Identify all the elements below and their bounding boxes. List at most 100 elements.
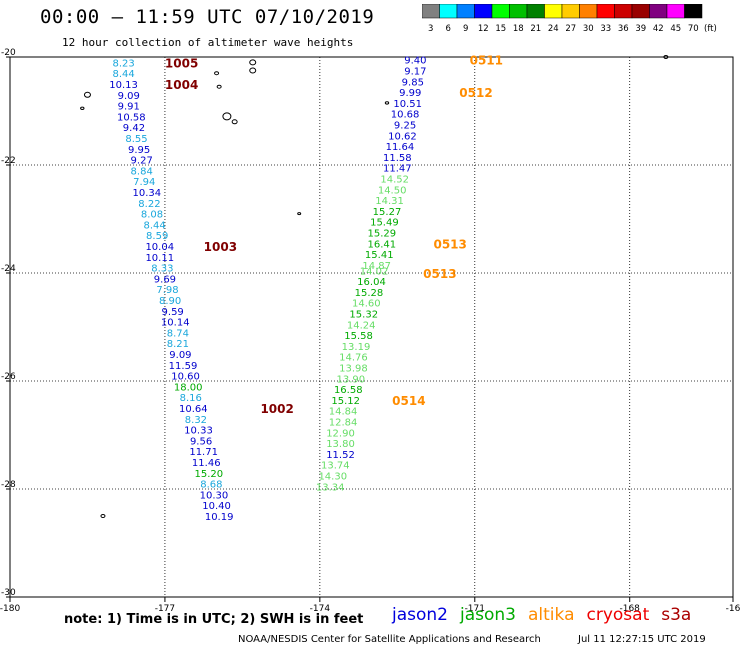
lon-tick-label: -16 — [726, 604, 740, 614]
west-track-wave-height: 8.22 — [138, 199, 160, 210]
wave-height-color-scale: 3 6 9 12 15 18 21 24 27 30 33 36 39 42 45 70 (ft) — [422, 4, 717, 34]
east-track-wave-height: 15.41 — [365, 250, 394, 261]
footnote: note: 1) Time is in UTC; 2) SWH is in fe… — [64, 612, 364, 627]
island-outline — [80, 106, 85, 111]
east-track-wave-height: 15.29 — [368, 229, 397, 240]
east-track-wave-height: 14.87 — [362, 261, 391, 272]
scale-label: 33 — [600, 24, 611, 34]
east-track-wave-height: 14.31 — [375, 196, 404, 207]
west-track-wave-height: 10.33 — [184, 426, 213, 437]
east-track-wave-height: 10.68 — [391, 110, 420, 121]
east-track-wave-height: 15.28 — [355, 288, 384, 299]
pass-time-label: 0511 — [470, 54, 503, 68]
west-track-wave-height: 9.27 — [131, 156, 153, 167]
scale-label: 36 — [618, 24, 629, 34]
scale-label: 39 — [635, 24, 646, 34]
island-outline — [297, 212, 302, 216]
east-track-wave-height: 10.51 — [393, 99, 422, 110]
west-track-wave-height: 8.90 — [159, 296, 181, 307]
west-track-wave-height: 11.46 — [192, 458, 221, 469]
pass-time-label: 0513 — [423, 267, 456, 281]
west-track-wave-height: 8.44 — [143, 220, 165, 231]
west-track-wave-height: 10.60 — [171, 372, 200, 383]
scale-label: 30 — [583, 24, 594, 34]
west-track-wave-height: 8.68 — [200, 480, 222, 491]
west-track-wave-height: 9.59 — [162, 307, 184, 318]
west-track-wave-height: 7.98 — [156, 285, 178, 296]
west-track-wave-height: 10.13 — [109, 80, 138, 91]
scale-label: 70 — [688, 24, 699, 34]
island-outline — [83, 91, 91, 98]
east-track-wave-height: 13.19 — [342, 342, 371, 353]
east-track-wave-height: 9.99 — [399, 88, 421, 99]
island-outline — [231, 119, 238, 125]
island-outline — [249, 59, 257, 66]
legend-cryosat: cryosat — [586, 605, 650, 625]
scale-label: 12 — [478, 24, 489, 34]
legend-jason3: jason3 — [460, 605, 516, 625]
east-track-wave-height: 9.85 — [402, 77, 424, 88]
east-track-wave-height: 16.04 — [357, 277, 386, 288]
west-track-wave-height: 18.00 — [174, 382, 203, 393]
island-outline — [384, 101, 390, 105]
east-track-wave-height: 14.84 — [329, 407, 358, 418]
pass-time-label: 1002 — [260, 402, 293, 416]
west-track-wave-height: 8.44 — [112, 69, 134, 80]
west-track-wave-height: 8.74 — [167, 328, 189, 339]
lon-tick-label: -171 — [465, 604, 485, 614]
lon-tick-label: -174 — [310, 604, 331, 614]
west-track-wave-height: 8.33 — [151, 264, 173, 275]
map-frame — [9, 56, 734, 598]
west-track-wave-height: 8.32 — [185, 415, 207, 426]
east-track-wave-height: 15.32 — [349, 310, 378, 321]
east-track-wave-height: 13.80 — [326, 439, 355, 450]
east-track-wave-height: 9.17 — [404, 67, 426, 78]
east-track-wave-height: 14.24 — [347, 320, 376, 331]
east-track-wave-height: 10.62 — [388, 131, 417, 142]
east-track-wave-height: 11.64 — [386, 142, 415, 153]
east-track-wave-height: 13.90 — [337, 374, 366, 385]
scale-label: 6 — [446, 24, 451, 34]
east-track-wave-height: 15.27 — [373, 207, 402, 218]
scale-label: 21 — [530, 24, 541, 34]
east-track-wave-height: 11.58 — [383, 153, 412, 164]
generated-timestamp: Jul 11 12:27:15 UTC 2019 — [578, 634, 706, 645]
lon-tick-label: -177 — [155, 604, 175, 614]
west-track-wave-height: 11.59 — [169, 361, 198, 372]
west-track-wave-height: 8.16 — [180, 393, 202, 404]
scale-label: 18 — [513, 24, 524, 34]
page-title: 00:00 – 11:59 UTC 07/10/2019 — [40, 6, 375, 28]
west-track-wave-height: 10.19 — [205, 512, 234, 523]
east-track-wave-height: 14.52 — [380, 175, 409, 186]
pass-time-label: 0513 — [433, 237, 466, 251]
west-track-wave-height: 9.56 — [190, 436, 212, 447]
lat-tick-label: -24 — [1, 264, 16, 274]
legend-jason2: jason2 — [392, 605, 448, 625]
east-track-wave-height: 14.02 — [360, 266, 389, 277]
pass-time-label: 0514 — [392, 394, 425, 408]
west-track-wave-height: 10.30 — [200, 490, 229, 501]
west-track-wave-height: 10.34 — [133, 188, 162, 199]
lat-tick-label: -22 — [1, 156, 16, 166]
east-track-wave-height: 9.40 — [404, 56, 426, 67]
credit-line: NOAA/NESDIS Center for Satellite Applica… — [238, 634, 541, 645]
west-track-wave-height: 11.71 — [189, 447, 218, 458]
island-outline — [222, 112, 232, 121]
lat-tick-label: -26 — [1, 372, 16, 382]
east-track-wave-height: 13.34 — [316, 482, 345, 493]
scale-label: 27 — [565, 24, 576, 34]
east-track-wave-height: 11.52 — [326, 450, 355, 461]
west-track-wave-height: 9.69 — [154, 274, 176, 285]
west-track-wave-height: 10.58 — [117, 112, 146, 123]
legend-altika: altika — [528, 605, 575, 625]
west-track-wave-height: 8.84 — [131, 166, 153, 177]
satellite-legend: jason2 jason3 altika cryosat s3a — [392, 605, 703, 625]
west-track-wave-height: 9.09 — [118, 91, 140, 102]
east-track-wave-height: 16.41 — [368, 239, 397, 250]
scale-label: 15 — [495, 24, 506, 34]
east-track-wave-height: 12.84 — [329, 418, 358, 429]
west-track-wave-height: 10.40 — [202, 501, 231, 512]
east-track-wave-height: 16.58 — [334, 385, 363, 396]
east-track-wave-height: 14.60 — [352, 299, 381, 310]
